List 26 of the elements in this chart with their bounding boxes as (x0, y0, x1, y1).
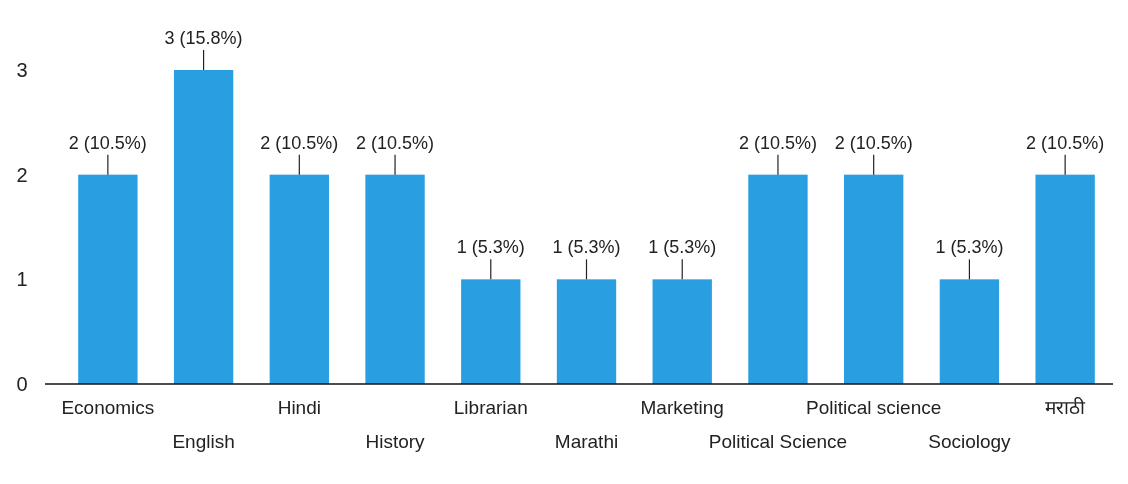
data-label: 3 (15.8%) (164, 28, 243, 48)
x-tick-label: मराठी (1045, 396, 1087, 418)
y-tick-label: 1 (16, 268, 28, 291)
data-label: 1 (5.3%) (648, 237, 717, 258)
data-label: 1 (5.3%) (935, 237, 1004, 258)
data-label: 2 (10.5%) (356, 132, 435, 153)
y-tick-label: 3 (16, 59, 28, 81)
x-tick-label: Marketing (640, 397, 724, 418)
x-tick-label: English (172, 431, 235, 452)
y-tick-label: 0 (16, 373, 28, 395)
x-tick-label: Political science (806, 397, 942, 418)
x-tick-label: Economics (61, 397, 155, 418)
data-label: 2 (10.5%) (834, 132, 913, 153)
data-label: 2 (10.5%) (1026, 132, 1105, 153)
x-tick-label: Hindi (277, 397, 321, 418)
x-tick-label: Political Science (708, 431, 848, 452)
data-label: 2 (10.5%) (260, 132, 339, 153)
x-tick-label: Librarian (453, 397, 528, 418)
x-tick-label: History (365, 431, 426, 452)
data-label: 1 (5.3%) (552, 237, 621, 258)
x-tick-label: Sociology (928, 431, 1012, 452)
x-tick-label: Marathi (554, 431, 619, 452)
data-label: 2 (10.5%) (738, 132, 817, 153)
data-label: 1 (5.3%) (456, 237, 525, 258)
data-label: 2 (10.5%) (68, 132, 147, 153)
y-tick-label: 2 (16, 163, 28, 186)
